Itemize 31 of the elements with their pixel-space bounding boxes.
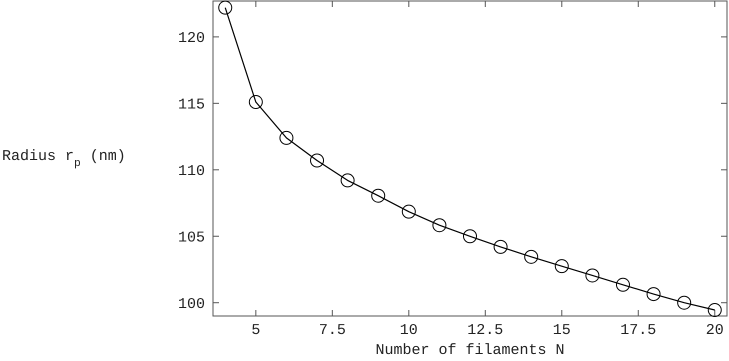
x-tick-label: 7.5: [318, 322, 346, 339]
x-tick-label: 15: [552, 322, 571, 339]
point: [585, 268, 600, 282]
y-tick-label: 120: [178, 30, 205, 48]
point: [463, 229, 477, 244]
x-axis-title: Number of filaments N: [375, 342, 565, 359]
y-tick-label: 110: [178, 163, 205, 180]
x-tick-label: 12.5: [467, 322, 504, 339]
point: [248, 95, 263, 110]
x-tick-label: 10: [400, 322, 418, 339]
point: [708, 303, 722, 318]
x-tick-label: 5: [251, 322, 260, 339]
point: [432, 218, 446, 232]
x-tick-label: 17.5: [620, 322, 656, 339]
point: [310, 153, 324, 168]
point: [218, 0, 232, 15]
point: [646, 287, 661, 302]
point: [402, 204, 416, 219]
point: [554, 259, 569, 274]
point: [340, 173, 355, 188]
point: [524, 250, 538, 264]
point: [279, 130, 294, 145]
y-axis-title: Radius r$_{p}$ (nm): [2, 148, 126, 170]
point: [677, 296, 692, 310]
point: [616, 278, 630, 292]
point: [371, 188, 386, 203]
y-tick-label: 100: [178, 296, 205, 313]
y-tick-label: 115: [178, 96, 205, 114]
point: [494, 240, 508, 254]
y-tick-label: 105: [178, 230, 205, 247]
x-tick-label: 20: [706, 322, 724, 339]
